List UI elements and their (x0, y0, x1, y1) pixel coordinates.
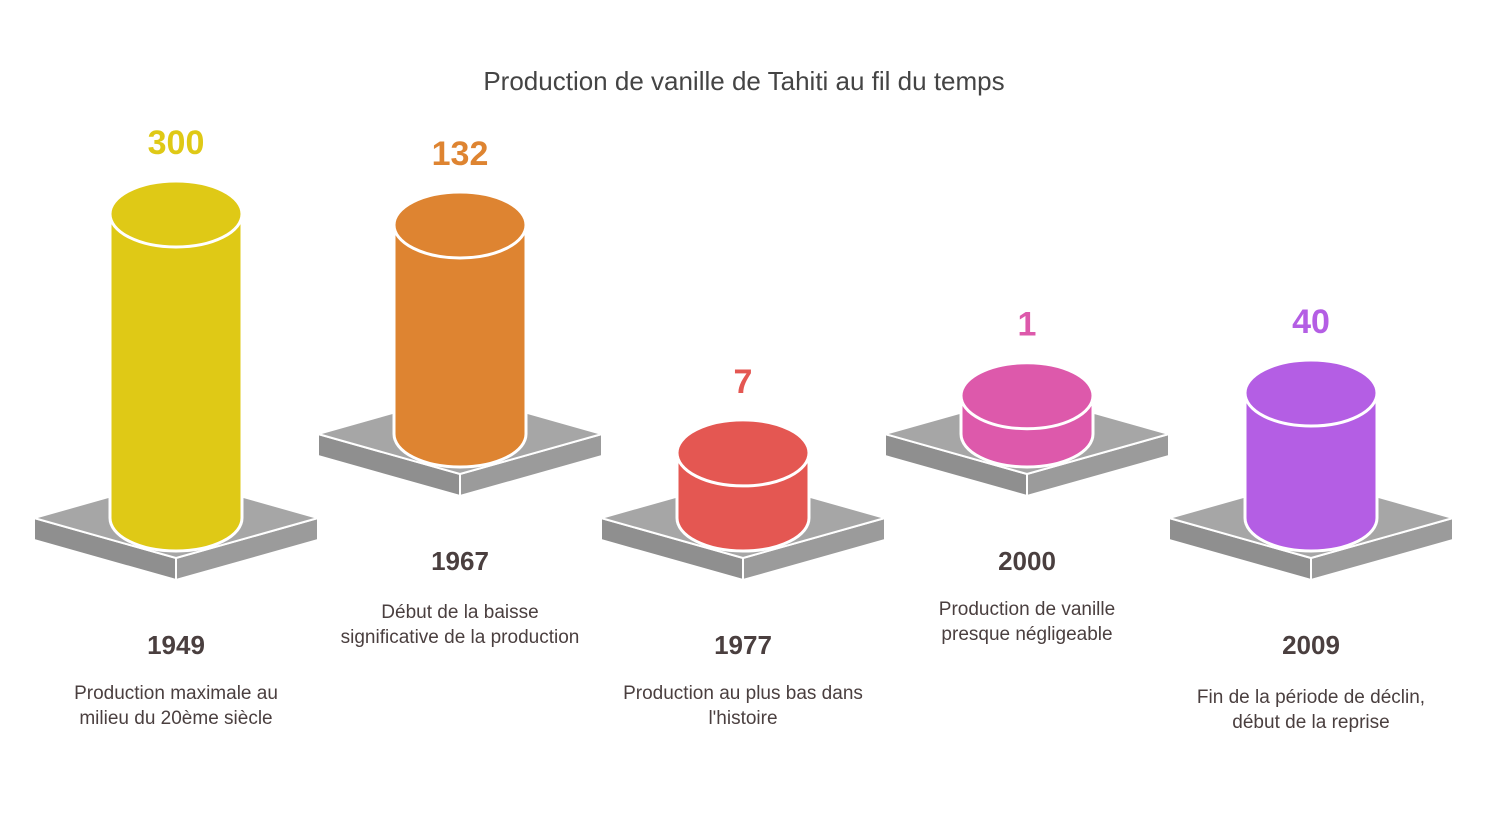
description-1949: Production maximale au milieu du 20ème s… (74, 683, 278, 729)
description-2009: Fin de la période de déclin, début de la… (1196, 687, 1426, 733)
bar-2000 (959, 361, 1095, 469)
description-1977: Production au plus bas dans l'histoire (623, 683, 863, 729)
bar-1967 (392, 190, 528, 469)
bar-group-1949: 300 (30, 124, 322, 582)
chart-title: Production de vanille de Tahiti au fil d… (483, 66, 1005, 96)
bar-group-1977: 7 (597, 363, 889, 582)
bar-group-1967: 132 (314, 135, 606, 498)
bar-group-2000: 1 (881, 306, 1173, 498)
bar-group-2009: 40 (1165, 303, 1457, 582)
description-1967: Début de la baisse significative de la p… (340, 602, 580, 648)
year-label-1949: 1949 (147, 630, 205, 660)
platform-1967 (314, 392, 606, 498)
value-label-1967: 132 (432, 135, 489, 173)
year-label-1977: 1977 (714, 630, 772, 660)
description-2000: Production de vanille presque négligeabl… (938, 599, 1116, 645)
value-label-2000: 1 (1018, 306, 1037, 344)
bar-2009 (1243, 358, 1379, 553)
year-label-1967: 1967 (431, 546, 489, 576)
value-label-1949: 300 (148, 124, 205, 162)
bar-1949 (108, 179, 244, 553)
value-label-1977: 7 (734, 363, 753, 401)
value-label-2009: 40 (1292, 303, 1330, 341)
year-label-2009: 2009 (1282, 630, 1340, 660)
platform-2009 (1165, 476, 1457, 582)
bar-1977 (675, 418, 811, 553)
year-label-2000: 2000 (998, 546, 1056, 576)
